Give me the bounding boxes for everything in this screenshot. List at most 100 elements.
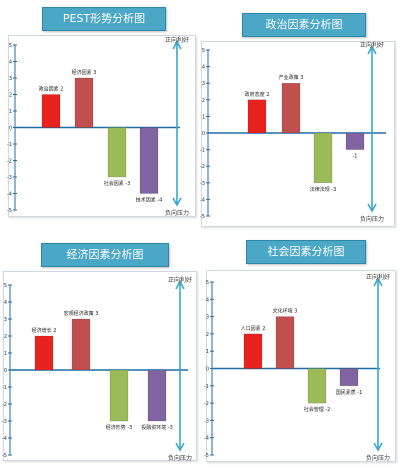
bar (313, 132, 333, 184)
y-tick-label: 4 (9, 60, 12, 66)
direction-arrow-up-head (373, 277, 383, 287)
y-tick-label: 1 (206, 349, 209, 355)
direction-arrow-up-head (172, 40, 182, 50)
y-tick-label: -4 (200, 197, 205, 203)
y-tick-label: -5 (7, 208, 12, 214)
bar-label: 文化环境 3 (273, 308, 298, 315)
bar (281, 82, 301, 134)
y-tick-label: -2 (204, 401, 209, 407)
bar-label: 法律法规 -3 (310, 186, 337, 193)
positive-direction-label: 正向利好 (366, 273, 390, 281)
y-tick-label: 5 (4, 283, 7, 289)
direction-arrow-down-head (172, 197, 182, 207)
negative-direction-label: 负向压力 (366, 454, 390, 462)
y-tick-label: -4 (7, 192, 12, 198)
bar-label: 经济增长 2 (32, 327, 57, 334)
chart-panel-pest (8, 35, 196, 217)
y-tick-label: 0 (9, 126, 12, 132)
bar (345, 132, 365, 150)
y-tick-label: -3 (2, 419, 7, 425)
bar-label: 国民素质 -1 (336, 389, 363, 396)
negative-direction-label: 负向压力 (168, 454, 192, 462)
y-tick-label: -2 (2, 402, 7, 408)
direction-arrow-up-head (175, 280, 185, 290)
bar (107, 127, 127, 178)
positive-direction-label: 正向利好 (168, 276, 192, 284)
bar-label: 人口因素 2 (241, 325, 266, 332)
direction-arrow-down-head (367, 203, 377, 213)
y-tick-label: 1 (202, 114, 205, 120)
chart-panel-economic (3, 271, 197, 461)
y-tick-label: 2 (206, 332, 209, 338)
bar (243, 333, 263, 369)
chart-title-political: 政治因素分析图 (242, 13, 366, 37)
y-tick-label: 0 (202, 131, 205, 137)
y-tick-label: -1 (204, 384, 209, 390)
bar (247, 99, 267, 134)
y-tick-label: 1 (9, 109, 12, 115)
y-tick-label: -5 (2, 453, 7, 459)
positive-direction-label: 正向利好 (360, 41, 384, 49)
y-tick-label: 5 (206, 280, 209, 286)
y-tick-label: -1 (7, 142, 12, 148)
y-tick-label: 0 (206, 367, 209, 373)
y-tick-label: -3 (200, 181, 205, 187)
y-tick-label: -1 (2, 385, 7, 391)
bar (34, 335, 54, 371)
y-tick-label: 2 (4, 334, 7, 340)
bar (41, 94, 61, 128)
y-tick-label: 2 (9, 93, 12, 99)
y-tick-label: -4 (2, 436, 7, 442)
direction-arrow-down-head (373, 442, 383, 452)
chart-panel-social (206, 270, 396, 462)
chart-title-social: 社会因素分析图 (246, 240, 366, 264)
chart-title-pest: PEST形势分析图 (42, 7, 166, 31)
bar-label: 宏观经济政策 3 (64, 310, 99, 317)
y-tick-label: -1 (200, 148, 205, 154)
y-tick-label: 1 (4, 351, 7, 357)
y-tick-label: -3 (7, 175, 12, 181)
negative-direction-label: 负向压力 (165, 209, 189, 217)
y-tick-label: -2 (7, 159, 12, 165)
y-tick-label: 4 (4, 300, 7, 306)
bar-label: 社会因素 -3 (104, 180, 131, 187)
direction-arrow-up-head (367, 45, 377, 55)
y-tick-label: 4 (202, 65, 205, 71)
bar (139, 127, 159, 194)
bar-label: 经济形势 -3 (106, 424, 133, 431)
bar (339, 368, 359, 387)
y-tick-label: -5 (200, 214, 205, 220)
y-tick-label: 3 (206, 315, 209, 321)
bar (147, 369, 167, 422)
bar-label: 政府态度 2 (245, 91, 270, 98)
y-tick-label: 3 (4, 317, 7, 323)
y-tick-label: -5 (204, 453, 209, 459)
y-tick-label: -2 (200, 164, 205, 170)
y-tick-label: 5 (202, 48, 205, 54)
bar (307, 368, 327, 404)
bar-label: 政治因素 2 (39, 86, 64, 93)
bar-label: 产业政策 3 (279, 74, 304, 81)
y-tick-label: 3 (9, 76, 12, 82)
y-tick-label: 4 (206, 297, 209, 303)
chart-title-economic: 经济因素分析图 (41, 243, 169, 267)
bar-label: 技术因素 -4 (136, 197, 163, 204)
bar (109, 369, 129, 422)
bar (71, 318, 91, 371)
y-tick-label: 0 (4, 368, 7, 374)
y-tick-label: 5 (9, 43, 12, 49)
y-tick-label: -3 (204, 418, 209, 424)
bar-label: -1 (353, 154, 358, 160)
positive-direction-label: 正向利好 (165, 36, 189, 44)
y-tick-label: 3 (202, 81, 205, 87)
bar-label: 投融资环境 -3 (141, 424, 173, 431)
direction-arrow-down-head (175, 442, 185, 452)
bar-label: 经济因素 3 (72, 69, 97, 76)
negative-direction-label: 负向压力 (360, 215, 384, 223)
y-tick-label: -4 (204, 436, 209, 442)
bar (74, 77, 94, 128)
